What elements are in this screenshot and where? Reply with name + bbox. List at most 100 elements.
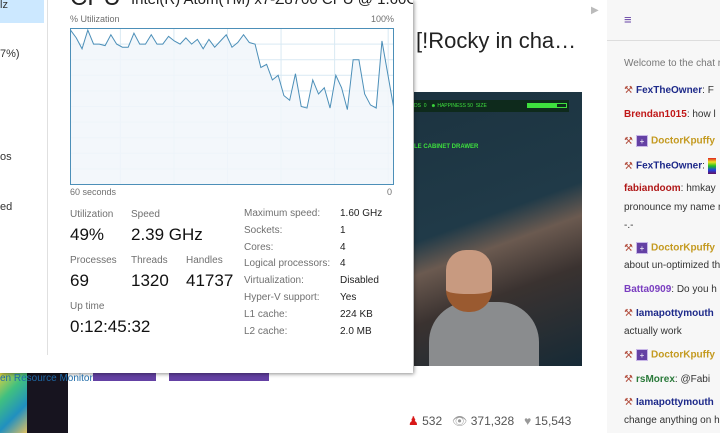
spec-value: 1.60 GHz xyxy=(340,208,383,219)
nav-fragment[interactable]: lz xyxy=(0,0,8,11)
chat-message: ⚒ FexTheOwner: xyxy=(624,158,716,174)
chat-username[interactable]: DoctorKpuffy xyxy=(651,242,715,254)
follow-button[interactable] xyxy=(93,372,156,381)
chat-text: : F xyxy=(702,85,714,96)
chat-welcome: Welcome to the chat r xyxy=(624,58,720,69)
chat-header xyxy=(607,0,720,41)
chat-message: -.- xyxy=(624,220,633,231)
spec-label: L2 cache: xyxy=(244,325,288,337)
spec-label: Cores: xyxy=(244,241,274,253)
collapse-arrow-icon[interactable]: ▶ xyxy=(591,5,599,16)
threads-label: Threads xyxy=(131,255,168,266)
webcam-face xyxy=(446,250,492,312)
chat-message: Batta0909: Do you h xyxy=(624,284,717,295)
nav-divider xyxy=(47,0,48,355)
gavel-icon: ⚒ xyxy=(624,374,633,385)
chat-text: pronounce my name r xyxy=(624,202,720,213)
nav-fragment[interactable]: os xyxy=(0,151,12,163)
gavel-icon: ⚒ xyxy=(624,397,633,408)
processes-value: 69 xyxy=(70,271,89,290)
sub-badge-icon: + xyxy=(636,135,648,147)
cpu-utilization-graph xyxy=(70,28,394,185)
spec-value: 1 xyxy=(340,224,346,236)
spec-label: Maximum speed: xyxy=(244,208,321,219)
chat-username[interactable]: FexTheOwner xyxy=(636,160,703,172)
chat-message: ⚒ + DoctorKpuffy xyxy=(624,135,715,147)
hud-happiness: HAPPINESS xyxy=(437,103,466,109)
chat-message: ⚒ FexTheOwner: F xyxy=(624,85,714,96)
subscribe-button[interactable] xyxy=(169,372,269,381)
chat-message: about un-optimized th xyxy=(624,260,720,271)
gavel-icon: ⚒ xyxy=(624,349,633,361)
chat-message: change anything on h xyxy=(624,415,720,426)
followers-value: 15,543 xyxy=(534,414,572,428)
views-value: 371,328 xyxy=(470,414,515,428)
open-resource-monitor-link-visible[interactable]: en Resource Monitor xyxy=(0,373,93,384)
video-player[interactable]: DS 0 ☻ HAPPINESS 50 SIZE LE CABINET DRAW… xyxy=(414,92,582,366)
webcam-person xyxy=(429,302,539,366)
cpu-heading: CPU xyxy=(70,0,121,12)
spec-label: Sockets: xyxy=(244,224,283,236)
gavel-icon: ⚒ xyxy=(624,242,633,254)
smile-icon: ☻ xyxy=(430,103,436,109)
size-bar xyxy=(527,103,567,108)
nav-fragment[interactable]: ed xyxy=(0,201,13,213)
chat-username[interactable]: Brendan1015 xyxy=(624,109,687,120)
gavel-icon: ⚒ xyxy=(624,135,633,147)
spec-label: Virtualization: xyxy=(244,275,304,287)
chat-message: ⚒ + DoctorKpuffy xyxy=(624,242,715,254)
hud-drawer: LE CABINET DRAWER xyxy=(414,144,479,150)
uptime-label: Up time xyxy=(70,301,105,312)
chat-username[interactable]: DoctorKpuffy xyxy=(651,135,715,147)
gavel-icon: ⚒ xyxy=(624,308,633,319)
sub-badge-icon: + xyxy=(636,349,648,361)
heart-icon: ♥ xyxy=(524,414,532,428)
chat-username[interactable]: rsMorex xyxy=(636,374,675,385)
chat-username[interactable]: FexTheOwner xyxy=(636,85,703,96)
chat-menu-icon[interactable]: ≡ xyxy=(624,12,632,27)
chat-username[interactable]: DoctorKpuffy xyxy=(651,349,715,361)
spec-value: 224 KB xyxy=(340,308,373,320)
sub-badge-icon: + xyxy=(636,242,648,254)
chat-message: ⚒ Iamapottymouth xyxy=(624,308,714,319)
chat-text: -.- xyxy=(624,220,634,231)
chat-message: ⚒ + DoctorKpuffy xyxy=(624,349,715,361)
spec-value: Disabled xyxy=(340,275,379,287)
spec-value: Yes xyxy=(340,292,357,303)
chat-text: : hmkay xyxy=(680,183,716,194)
spec-label: Logical processors: xyxy=(244,258,331,270)
hud-bar: DS 0 ☻ HAPPINESS 50 SIZE xyxy=(414,100,569,112)
utilization-label: Utilization xyxy=(70,209,114,220)
nav-fragment[interactable]: 7%) xyxy=(0,48,20,60)
nav-item-cpu[interactable] xyxy=(0,0,44,23)
chat-text: : Do you h xyxy=(671,284,717,295)
emote-icon xyxy=(707,158,716,174)
handles-label: Handles xyxy=(186,255,223,266)
chat-username[interactable]: Batta0909 xyxy=(624,284,672,295)
thumbnail-image[interactable] xyxy=(0,372,27,433)
processes-label: Processes xyxy=(70,255,117,266)
viewers-count: ♟ 532 👁 371,328 ♥ 15,543 xyxy=(408,414,571,428)
thumbnail-dark xyxy=(27,372,68,433)
chat-text: actually work xyxy=(624,326,682,337)
person-icon: ♟ xyxy=(408,414,419,428)
graph-top-right: 100% xyxy=(371,14,395,24)
spec-value: 4 xyxy=(340,241,346,253)
chat-username[interactable]: Iamapottymouth xyxy=(636,308,714,319)
spec-value: 4 xyxy=(340,258,346,270)
chat-username[interactable]: fabiandoom xyxy=(624,183,681,194)
graph-bottom-left: 60 seconds xyxy=(70,187,117,197)
chat-text: about un-optimized th xyxy=(624,260,720,271)
chat-username[interactable]: Iamapottymouth xyxy=(636,397,714,408)
uptime-value: 0:12:45:32 xyxy=(70,317,151,336)
task-manager-window: lz 7%) os ed CPU Intel(R) Atom(TM) x7-Z8… xyxy=(0,0,413,373)
chat-message: fabiandoom: hmkay xyxy=(624,183,716,194)
speed-label: Speed xyxy=(131,209,160,220)
spec-label: L1 cache: xyxy=(244,308,288,320)
chat-text: change anything on h xyxy=(624,415,720,426)
viewers-value: 532 xyxy=(422,414,443,428)
graph-bottom-right: 0 xyxy=(387,187,393,197)
graph-top-label: % Utilization xyxy=(70,14,120,24)
